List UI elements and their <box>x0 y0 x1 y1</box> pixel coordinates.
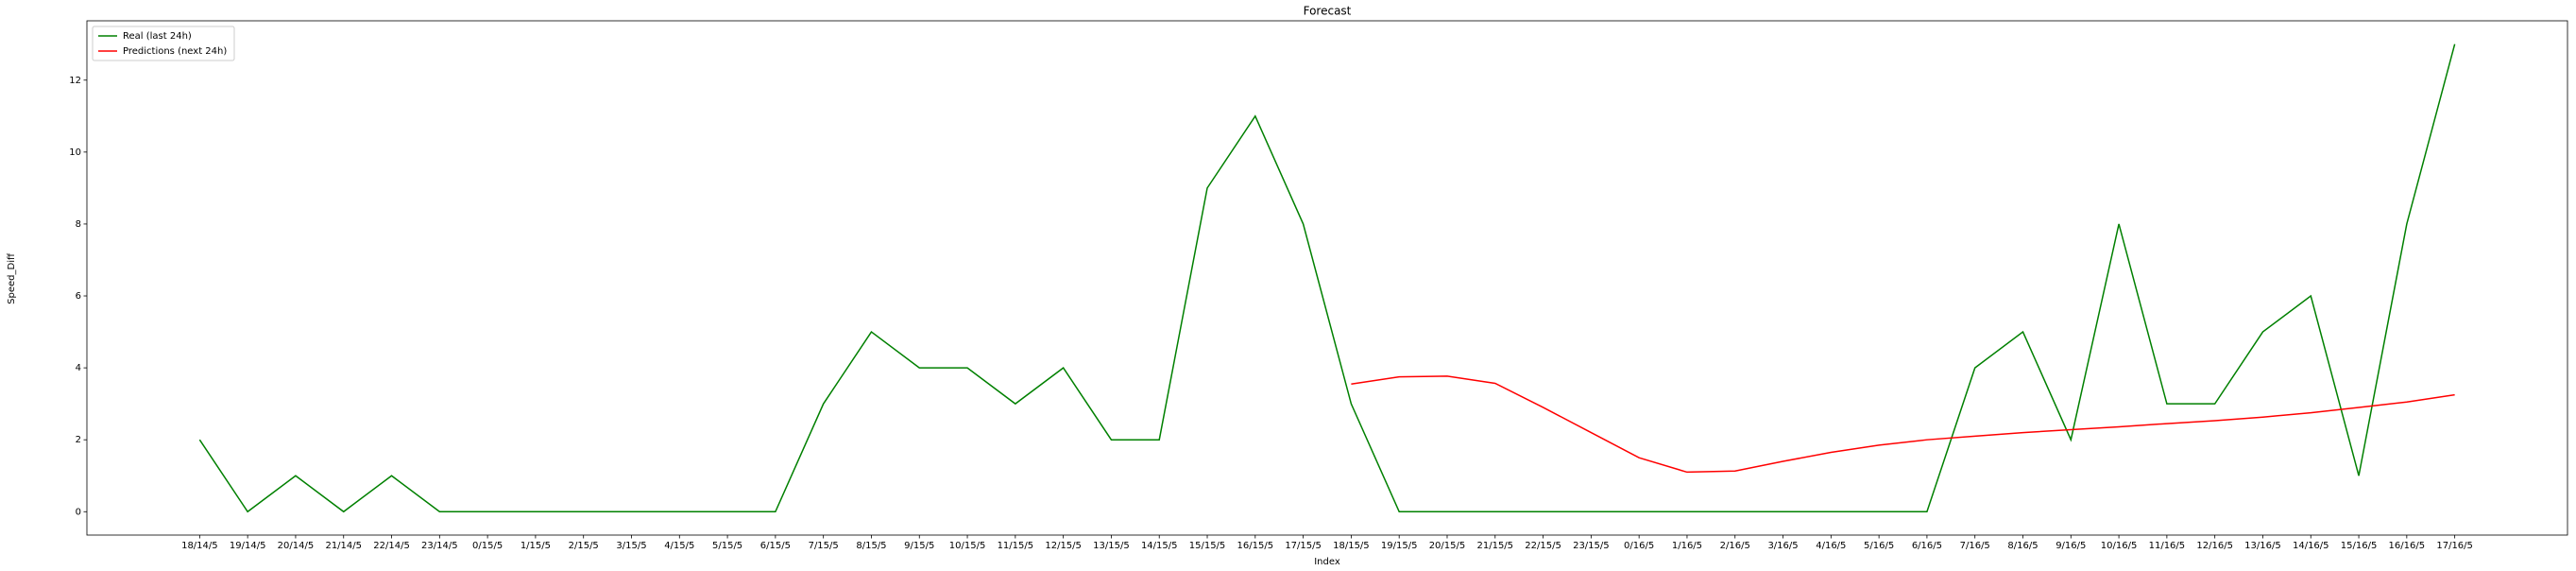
x-tick-label: 14/15/5 <box>1141 541 1178 551</box>
x-tick-label: 1/16/5 <box>1672 541 1702 551</box>
y-axis-label: Speed_Diff <box>7 252 17 304</box>
x-tick-label: 16/16/5 <box>2389 541 2426 551</box>
x-tick-label: 9/16/5 <box>2056 541 2086 551</box>
x-tick-label: 19/15/5 <box>1381 541 1418 551</box>
x-tick-label: 18/15/5 <box>1333 541 1370 551</box>
series-line <box>198 43 2456 513</box>
x-tick-label: 2/15/5 <box>569 541 599 551</box>
x-tick-label: 1/15/5 <box>520 541 551 551</box>
x-tick-label: 13/15/5 <box>1093 541 1130 551</box>
y-tick-label: 0 <box>76 507 81 517</box>
x-tick-label: 14/16/5 <box>2293 541 2329 551</box>
x-tick-label: 23/14/5 <box>421 541 458 551</box>
x-tick-label: 17/16/5 <box>2436 541 2473 551</box>
x-tick-label: 12/15/5 <box>1045 541 1082 551</box>
x-tick-label: 0/15/5 <box>472 541 503 551</box>
x-tick-label: 4/15/5 <box>664 541 694 551</box>
y-tick-label: 8 <box>76 219 81 230</box>
x-tick-label: 17/15/5 <box>1285 541 1322 551</box>
x-tick-label: 3/15/5 <box>616 541 646 551</box>
x-tick-label: 0/16/5 <box>1624 541 1654 551</box>
x-tick-label: 5/16/5 <box>1864 541 1894 551</box>
x-tick-label: 20/15/5 <box>1429 541 1466 551</box>
y-tick-label: 10 <box>69 147 81 158</box>
x-tick-label: 18/14/5 <box>181 541 218 551</box>
y-tick-label: 6 <box>76 291 81 302</box>
x-tick-label: 16/15/5 <box>1237 541 1274 551</box>
x-tick-label: 15/16/5 <box>2341 541 2378 551</box>
x-tick-label: 11/16/5 <box>2149 541 2186 551</box>
x-tick-label: 11/15/5 <box>998 541 1034 551</box>
x-tick-label: 10/16/5 <box>2101 541 2138 551</box>
x-tick-label: 21/14/5 <box>325 541 362 551</box>
x-tick-label: 6/16/5 <box>1912 541 1942 551</box>
x-tick-label: 2/16/5 <box>1720 541 1750 551</box>
y-tick-label: 12 <box>69 76 81 86</box>
x-tick-label: 9/15/5 <box>904 541 934 551</box>
legend-label: Predictions (next 24h) <box>123 46 227 57</box>
x-axis-label: Index <box>1314 557 1340 567</box>
x-tick-label: 7/16/5 <box>1960 541 1990 551</box>
x-tick-label: 3/16/5 <box>1767 541 1798 551</box>
x-tick-label: 21/15/5 <box>1476 541 1513 551</box>
y-tick-label: 4 <box>76 363 81 373</box>
legend-label: Real (last 24h) <box>123 31 192 42</box>
x-tick-label: 22/15/5 <box>1525 541 1561 551</box>
legend-box <box>92 26 235 61</box>
x-tick-label: 12/16/5 <box>2196 541 2233 551</box>
plot-area <box>86 20 2568 536</box>
x-tick-label: 22/14/5 <box>373 541 410 551</box>
chart-title: Forecast <box>1304 5 1352 18</box>
x-tick-label: 13/16/5 <box>2244 541 2281 551</box>
x-tick-label: 8/15/5 <box>856 541 886 551</box>
x-tick-label: 10/15/5 <box>949 541 986 551</box>
x-tick-label: 4/16/5 <box>1816 541 1846 551</box>
x-tick-label: 5/15/5 <box>712 541 742 551</box>
x-tick-label: 23/15/5 <box>1573 541 1610 551</box>
x-tick-label: 15/15/5 <box>1189 541 1226 551</box>
x-tick-label: 8/16/5 <box>2007 541 2038 551</box>
x-tick-label: 6/15/5 <box>760 541 791 551</box>
y-tick-label: 2 <box>76 435 81 445</box>
x-tick-label: 20/14/5 <box>278 541 315 551</box>
x-tick-label: 7/15/5 <box>809 541 839 551</box>
series-line <box>1351 375 2455 474</box>
x-tick-label: 19/14/5 <box>230 541 266 551</box>
